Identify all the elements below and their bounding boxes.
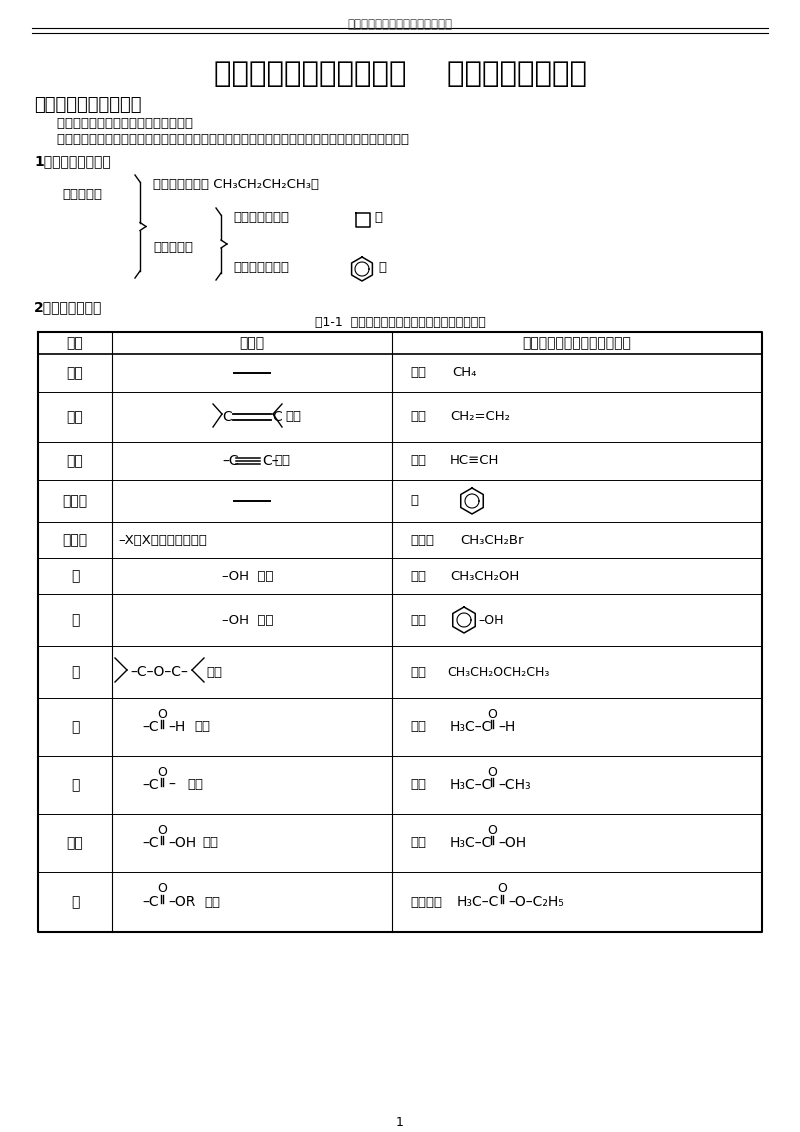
Text: 羧酸: 羧酸 <box>66 837 83 850</box>
Text: 乙醇: 乙醇 <box>410 569 426 583</box>
Text: –OH: –OH <box>498 837 526 850</box>
Text: H₃C–C: H₃C–C <box>450 778 492 792</box>
Text: 乙炔: 乙炔 <box>410 455 426 468</box>
Text: 丙酮: 丙酮 <box>410 779 426 791</box>
Text: –OR: –OR <box>168 895 195 909</box>
Text: 乙酸: 乙酸 <box>410 837 426 849</box>
Text: 羧基: 羧基 <box>202 837 218 849</box>
Text: –X（X表示卤素原子）: –X（X表示卤素原子） <box>118 533 207 547</box>
Text: 乘风破浪会有时，直挂云帆济沧海: 乘风破浪会有时，直挂云帆济沧海 <box>347 18 453 31</box>
Text: 芳香化合物（如: 芳香化合物（如 <box>233 261 289 274</box>
Text: O: O <box>487 823 497 837</box>
Text: 类别: 类别 <box>66 336 83 350</box>
Text: 酚: 酚 <box>71 614 79 627</box>
Text: 环状化合物: 环状化合物 <box>153 241 193 254</box>
Text: –H: –H <box>498 720 515 734</box>
Text: 卤代烃: 卤代烃 <box>62 533 87 547</box>
Text: ）: ） <box>374 211 382 224</box>
Text: 羰基: 羰基 <box>187 779 203 791</box>
Text: 醇: 醇 <box>71 569 79 583</box>
Text: 一、有机化合物的分类: 一、有机化合物的分类 <box>34 96 142 114</box>
Text: –OH: –OH <box>168 837 196 850</box>
Text: 乙醛: 乙醛 <box>410 720 426 734</box>
Text: ）: ） <box>378 261 386 274</box>
Text: 高中化学选修五（第一章    认识有机化合物）: 高中化学选修五（第一章 认识有机化合物） <box>214 60 586 88</box>
Text: 烯烃: 烯烃 <box>66 410 83 424</box>
Text: –C: –C <box>142 837 158 850</box>
Text: O: O <box>157 883 167 895</box>
Text: 一是按照构成有机化合物分子的碳的骨架来分类；二是按反映有机化合物特性的特定原子团来分类。: 一是按照构成有机化合物分子的碳的骨架来分类；二是按反映有机化合物特性的特定原子团… <box>40 132 409 146</box>
Text: O: O <box>487 708 497 720</box>
Text: –: – <box>168 778 175 792</box>
Text: CH₃CH₂OH: CH₃CH₂OH <box>450 569 519 583</box>
Text: –OH  羟基: –OH 羟基 <box>222 614 274 626</box>
Text: C: C <box>272 410 282 424</box>
Text: 乙烯: 乙烯 <box>410 411 426 423</box>
Text: 醛基: 醛基 <box>194 720 210 734</box>
Text: CH₂=CH₂: CH₂=CH₂ <box>450 411 510 423</box>
Text: C: C <box>222 410 232 424</box>
Text: 1、按碳的骨架分类: 1、按碳的骨架分类 <box>34 154 110 168</box>
Text: 酯: 酯 <box>71 895 79 909</box>
Text: 酮: 酮 <box>71 778 79 792</box>
Text: –OH  羟基: –OH 羟基 <box>222 569 274 583</box>
Text: H₃C–C: H₃C–C <box>457 895 499 909</box>
Text: 苯酚: 苯酚 <box>410 614 426 626</box>
Text: 有机化合物: 有机化合物 <box>62 188 102 201</box>
Text: 炔烃: 炔烃 <box>66 454 83 468</box>
Text: –C: –C <box>142 720 158 734</box>
Text: 有机化合物从结构上有两种分类方法：: 有机化合物从结构上有两种分类方法： <box>40 117 193 130</box>
Text: H₃C–C: H₃C–C <box>450 720 492 734</box>
Text: 乙酸乙酯: 乙酸乙酯 <box>410 895 442 909</box>
Text: 典型代表物的名称和结构简式: 典型代表物的名称和结构简式 <box>522 336 631 350</box>
Text: O: O <box>157 765 167 779</box>
Text: –C: –C <box>222 454 238 468</box>
Text: O: O <box>157 708 167 720</box>
Text: 脂环化合物（如: 脂环化合物（如 <box>233 211 289 224</box>
Text: –C: –C <box>142 895 158 909</box>
Text: 酯基: 酯基 <box>204 895 220 909</box>
Text: O: O <box>497 883 507 895</box>
Text: –C: –C <box>142 778 158 792</box>
Text: 2、按官能团分类: 2、按官能团分类 <box>34 300 102 314</box>
Text: –CH₃: –CH₃ <box>498 778 530 792</box>
Text: 官能团: 官能团 <box>239 336 265 350</box>
Text: 烷烃: 烷烃 <box>66 366 83 380</box>
Text: O: O <box>487 765 497 779</box>
Text: O: O <box>157 823 167 837</box>
Text: 芳香烃: 芳香烃 <box>62 494 87 508</box>
Text: H₃C–C: H₃C–C <box>450 837 492 850</box>
Text: –OH: –OH <box>478 614 503 626</box>
Text: CH₄: CH₄ <box>452 367 476 379</box>
Text: –O–C₂H₅: –O–C₂H₅ <box>508 895 564 909</box>
Text: CH₃CH₂OCH₂CH₃: CH₃CH₂OCH₂CH₃ <box>447 666 550 678</box>
Text: 乙醚: 乙醚 <box>410 666 426 678</box>
Text: 表1-1  有机物的主要类别、官能团和典型代表物: 表1-1 有机物的主要类别、官能团和典型代表物 <box>314 316 486 329</box>
Text: 1: 1 <box>396 1115 404 1129</box>
Text: 双键: 双键 <box>285 411 301 423</box>
Text: 链状化合物（如 CH₃CH₂CH₂CH₃）: 链状化合物（如 CH₃CH₂CH₂CH₃） <box>153 178 319 191</box>
Text: C–: C– <box>262 454 278 468</box>
Text: 醚键: 醚键 <box>206 666 222 678</box>
Text: 苯: 苯 <box>410 495 418 507</box>
Text: 甲烷: 甲烷 <box>410 367 426 379</box>
Text: CH₃CH₂Br: CH₃CH₂Br <box>460 533 523 547</box>
Text: 三键: 三键 <box>274 455 290 468</box>
Text: 溴乙烷: 溴乙烷 <box>410 533 434 547</box>
Text: –H: –H <box>168 720 186 734</box>
Text: 醚: 醚 <box>71 664 79 679</box>
Text: 醛: 醛 <box>71 720 79 734</box>
Text: HC≡CH: HC≡CH <box>450 455 499 468</box>
Text: –C–O–C–: –C–O–C– <box>130 664 188 679</box>
